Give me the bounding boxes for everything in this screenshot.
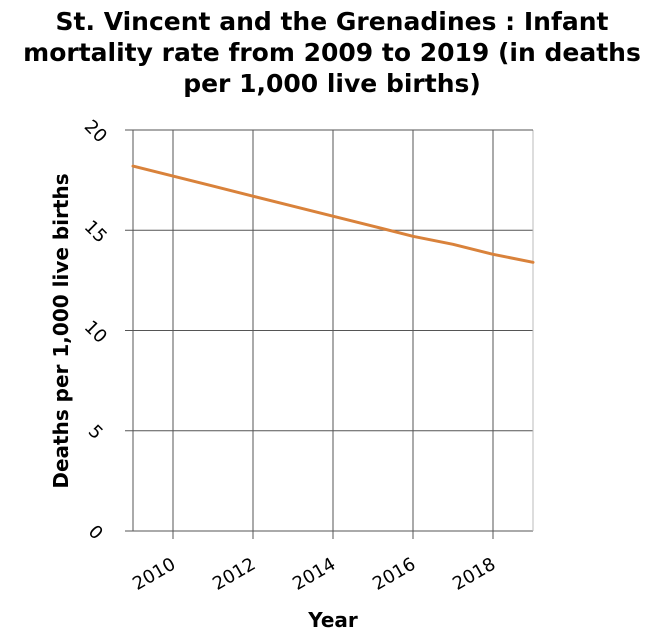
x-axis-label: Year [307, 608, 358, 632]
y-axis-label: Deaths per 1,000 live births [49, 173, 73, 488]
chart-title-line-2: mortality rate from 2009 to 2019 (in dea… [23, 38, 641, 67]
series-layer [131, 164, 535, 264]
chart-title: St. Vincent and the Grenadines : Infant … [0, 6, 664, 99]
tick-labels: 0 5 10 15 20 2010 2012 2014 2016 2018 [80, 116, 500, 595]
y-tick-label: 15 [80, 216, 111, 247]
y-tick-label: 0 [84, 521, 107, 544]
x-tick-label: 2014 [289, 554, 339, 595]
x-tick-label: 2018 [449, 554, 499, 595]
y-tick-label: 20 [80, 116, 111, 147]
x-tick-label: 2016 [369, 554, 419, 595]
y-tick-label: 10 [80, 317, 111, 348]
series-line [131, 164, 535, 264]
grid-lines [133, 129, 533, 532]
chart-title-line-1: St. Vincent and the Grenadines : Infant [55, 7, 609, 36]
y-tick-label: 5 [84, 421, 107, 444]
x-tick-label: 2010 [129, 554, 179, 595]
chart-title-line-3: per 1,000 live births) [183, 69, 481, 98]
axes [125, 129, 534, 539]
x-tick-label: 2012 [209, 554, 259, 595]
